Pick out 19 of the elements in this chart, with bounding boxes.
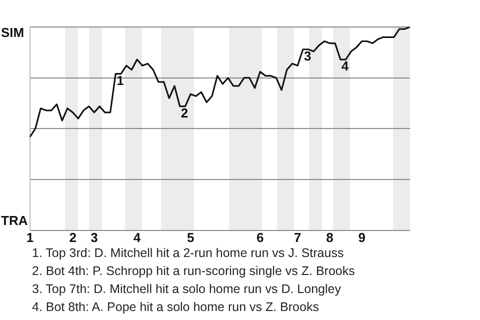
x-tick-label: 9 <box>358 230 366 245</box>
x-tick-label: 8 <box>326 230 334 245</box>
text: SIM <box>1 25 24 40</box>
x-tick-label: 5 <box>186 230 194 245</box>
x-tick-label: 6 <box>256 230 264 245</box>
x-tick-label: 3 <box>90 230 98 245</box>
annotation: 1 <box>116 72 124 88</box>
x-tick-label: 1 <box>26 230 34 245</box>
x-tick-label: 4 <box>133 230 142 245</box>
text: 2. Bot 4th: P. Schropp hit a run-scoring single vs Z. Brooks <box>32 263 355 280</box>
annotation: 2 <box>180 105 188 120</box>
annotation: 3 <box>304 48 312 64</box>
annotation: 4 <box>341 58 350 74</box>
text: 3. Top 7th: D. Mitchell hit a solo home run vs D. Longley <box>32 281 342 298</box>
text: TRA <box>1 213 28 228</box>
text: 1. Top 3rd: D. Mitchell hit a 2-run home run vs J. Strauss <box>32 245 345 262</box>
x-tick-label: 7 <box>294 230 302 245</box>
x-tick-label: 2 <box>69 230 76 245</box>
text: 4. Bot 8th: A. Pope hit a solo home run vs Z. Brooks <box>32 299 320 316</box>
